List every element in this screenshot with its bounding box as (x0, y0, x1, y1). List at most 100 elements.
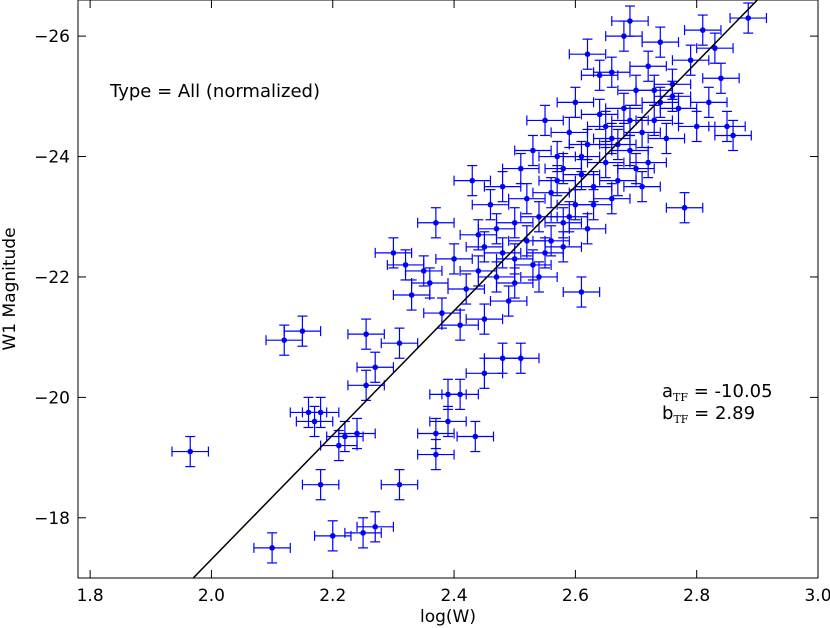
point-marker (360, 530, 366, 536)
point-marker (469, 177, 476, 184)
point-marker (457, 391, 463, 398)
data-point (592, 56, 631, 88)
data-point (456, 420, 495, 453)
data-point (417, 207, 455, 239)
point-marker (472, 433, 479, 440)
data-point (611, 104, 649, 137)
data-point (629, 50, 667, 82)
point-marker (681, 204, 688, 211)
point-marker (560, 219, 567, 226)
fit-b-sub: TF (673, 413, 688, 426)
fit-a-label: a (662, 381, 673, 402)
point-marker (517, 165, 524, 172)
point-marker (706, 99, 712, 106)
point-marker (693, 123, 700, 130)
data-point (520, 261, 558, 293)
point-marker (669, 93, 676, 100)
point-marker (596, 72, 603, 79)
point-marker (517, 355, 524, 362)
data-point (526, 104, 564, 137)
x-tick-label: 2.0 (198, 586, 225, 606)
point-marker (342, 433, 348, 440)
y-tick-label: −18 (34, 509, 70, 529)
data-point (465, 303, 504, 335)
data-point (295, 405, 334, 438)
data-point (611, 5, 649, 37)
point-marker (699, 27, 706, 33)
point-marker (511, 219, 518, 226)
data-point (404, 255, 443, 287)
point-marker (602, 159, 609, 166)
data-point (714, 119, 752, 152)
data-point (356, 511, 395, 543)
point-marker (712, 45, 718, 51)
point-marker (536, 213, 542, 220)
data-point (562, 140, 601, 173)
point-marker (584, 225, 591, 232)
data-point (441, 378, 479, 411)
point-marker (499, 183, 506, 190)
data-point (599, 128, 637, 161)
data-point (301, 469, 340, 501)
point-marker (608, 135, 615, 142)
fit-a-sub: TF (673, 391, 688, 404)
point-marker (499, 250, 506, 256)
point-marker (730, 132, 736, 139)
data-point (635, 74, 674, 106)
point-marker (633, 165, 639, 172)
point-marker (481, 370, 488, 377)
data-point (702, 62, 740, 94)
point-marker (363, 331, 369, 337)
point-marker (363, 382, 369, 389)
data-point (568, 213, 607, 245)
point-marker (530, 147, 536, 154)
point-marker (475, 268, 482, 274)
point-marker (675, 105, 682, 112)
point-marker (530, 262, 536, 268)
point-marker (536, 274, 542, 280)
point-marker (336, 442, 342, 449)
point-marker (396, 481, 403, 488)
x-tick-label: 2.8 (683, 586, 710, 606)
data-point (347, 369, 385, 401)
x-axis-ticks: 1.8 2.0 2.2 2.4 2.6 2.8 3.0 (77, 0, 830, 606)
data-point (586, 110, 625, 143)
point-marker (372, 364, 379, 371)
point-marker (608, 195, 615, 202)
data-point (501, 152, 540, 185)
data-point (380, 469, 419, 501)
data-point (338, 417, 376, 450)
point-marker (566, 213, 573, 220)
point-marker (542, 117, 548, 124)
data-point (356, 351, 395, 383)
data-point (495, 207, 534, 239)
point-marker (493, 225, 500, 232)
point-marker (590, 201, 597, 208)
x-tick-label: 2.2 (319, 586, 346, 606)
y-tick-label: −20 (34, 388, 70, 408)
point-marker (560, 165, 567, 172)
point-marker (596, 111, 603, 118)
point-marker (578, 171, 585, 178)
annotation-type: Type = All (normalized) (109, 81, 320, 102)
x-tick-label: 2.4 (441, 586, 468, 606)
point-marker (645, 63, 651, 70)
data-point (532, 177, 570, 209)
point-marker (420, 268, 427, 274)
data-point (380, 327, 419, 359)
data-point (411, 267, 449, 299)
point-marker (372, 524, 379, 530)
y-tick-label: −26 (34, 27, 70, 47)
point-marker (433, 219, 439, 226)
data-point (453, 164, 492, 197)
point-marker (615, 177, 621, 184)
point-marker (317, 409, 324, 416)
point-marker (457, 322, 463, 328)
data-point (677, 110, 716, 143)
data-point (417, 417, 455, 450)
point-marker (548, 238, 554, 244)
point-marker (578, 289, 585, 295)
data-point (477, 213, 516, 245)
point-marker (445, 418, 451, 425)
fit-a-text: aTF = -10.05 (662, 381, 773, 404)
